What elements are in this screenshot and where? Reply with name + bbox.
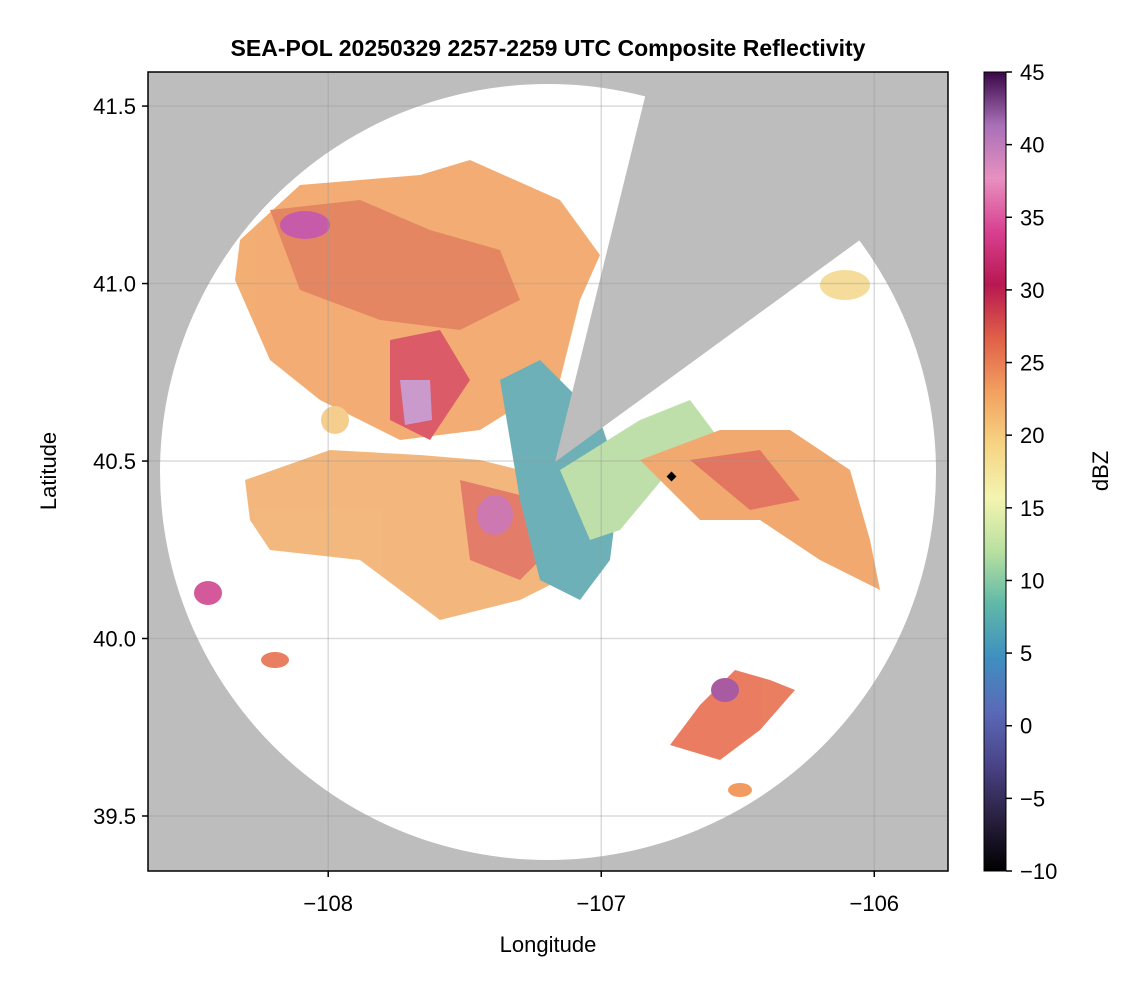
colorbar-tick-label: 30 [1020, 278, 1044, 303]
echo [690, 450, 800, 510]
echo [400, 380, 432, 425]
echo [640, 430, 880, 590]
echo [728, 783, 752, 797]
echo [270, 200, 520, 330]
chart-title: SEA-POL 20250329 2257-2259 UTC Composite… [231, 35, 866, 61]
echo [280, 211, 330, 239]
colorbar-tick-label: 40 [1020, 133, 1044, 158]
y-tick-label: 41.5 [93, 94, 136, 119]
echo [321, 406, 349, 434]
colorbar-tick-label: 5 [1020, 641, 1032, 666]
plot-frame [147, 71, 949, 872]
x-tick-label: −108 [303, 891, 353, 916]
colorbar-tick-label: 45 [1020, 60, 1044, 85]
echo [711, 678, 739, 702]
colorbar-tick-label: 15 [1020, 496, 1044, 521]
x-tick-label: −107 [576, 891, 626, 916]
blocked-sector [555, 72, 948, 462]
echo [261, 652, 289, 668]
colorbar-tick-label: −10 [1020, 859, 1057, 884]
y-tick-label: 39.5 [93, 804, 136, 829]
x-tick-label: −106 [849, 891, 899, 916]
x-axis-label: Longitude [500, 932, 597, 957]
colorbar-tick-label: 10 [1020, 568, 1044, 593]
colorbar [984, 72, 1006, 871]
echo [820, 270, 870, 300]
colorbar-tick-label: 35 [1020, 205, 1044, 230]
radar-site [666, 471, 677, 482]
echo [670, 670, 795, 760]
grid [148, 72, 948, 871]
colorbar-tick-label: 20 [1020, 423, 1044, 448]
y-tick-label: 40.5 [93, 449, 136, 474]
y-tick-label: 41.0 [93, 272, 136, 297]
colorbar-label: dBZ [1088, 451, 1113, 491]
colorbar-tick-label: 25 [1020, 351, 1044, 376]
colorbar-tick-label: −5 [1020, 786, 1045, 811]
echo [194, 581, 222, 605]
colorbar-tick-label: 0 [1020, 714, 1032, 739]
echo [560, 400, 720, 540]
colorbar-frame [983, 71, 1007, 872]
map-area [148, 72, 948, 871]
y-axis-label: Latitude [36, 432, 61, 510]
echo [477, 495, 513, 535]
y-tick-label: 40.0 [93, 627, 136, 652]
